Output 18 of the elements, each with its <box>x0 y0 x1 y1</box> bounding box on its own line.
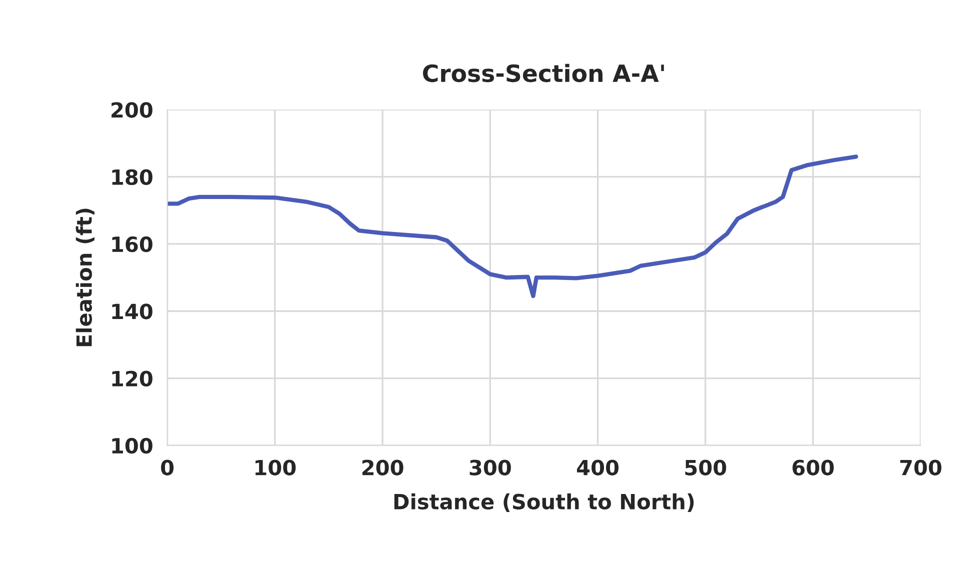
y-tick-label: 140 <box>112 304 152 320</box>
x-tick-label: 400 <box>576 460 619 476</box>
x-tick-label: 600 <box>792 460 834 476</box>
y-tick-label: 160 <box>112 236 152 252</box>
x-tick-label: 0 <box>161 460 174 476</box>
line-series <box>167 154 858 298</box>
x-tick-label: 200 <box>362 460 404 476</box>
x-tick-label: 300 <box>470 460 511 476</box>
y-tick-label: 200 <box>112 102 152 118</box>
x-tick-label: 700 <box>900 460 942 476</box>
y-tick-label: 120 <box>112 370 152 386</box>
chart-title: Cross-Section A-A' <box>422 64 664 82</box>
y-axis-title: Eleation (ft) <box>76 208 94 346</box>
x-axis-title: Distance (South to North) <box>394 493 694 512</box>
x-tick-label: 100 <box>256 460 296 476</box>
x-tick-label: 500 <box>685 460 726 476</box>
y-tick-label: 180 <box>112 169 152 186</box>
y-tick-label: 100 <box>112 438 152 454</box>
